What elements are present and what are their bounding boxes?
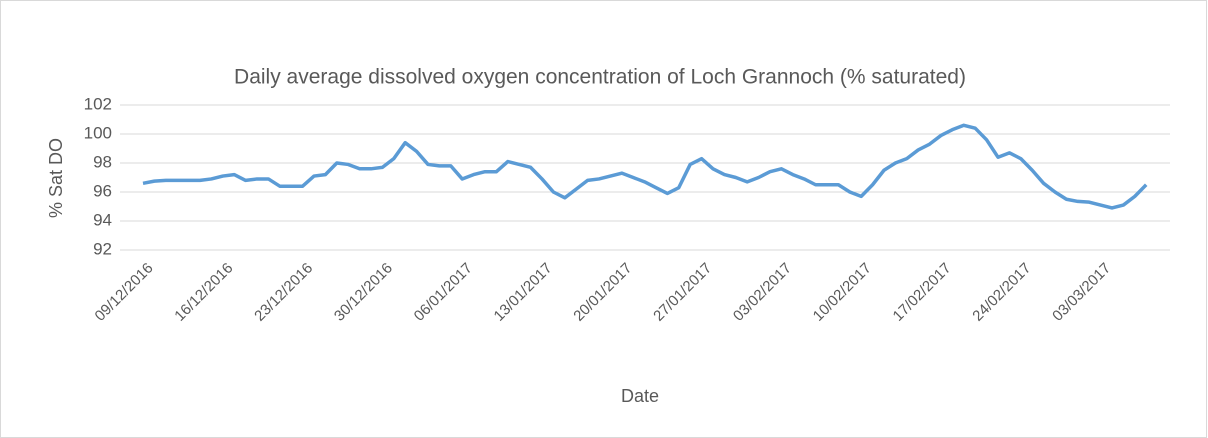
y-tick-label: 94 — [93, 210, 112, 229]
y-tick-label: 96 — [93, 181, 112, 200]
chart-title: Daily average dissolved oxygen concentra… — [234, 66, 966, 89]
x-axis-title: Date — [621, 386, 659, 406]
y-tick-label: 92 — [93, 239, 112, 258]
y-axis-title: % Sat DO — [46, 138, 66, 218]
y-tick-label: 102 — [84, 94, 112, 113]
data-line — [142, 123, 1148, 210]
y-tick-label: 98 — [93, 152, 112, 171]
y-tick-label: 100 — [84, 123, 112, 142]
